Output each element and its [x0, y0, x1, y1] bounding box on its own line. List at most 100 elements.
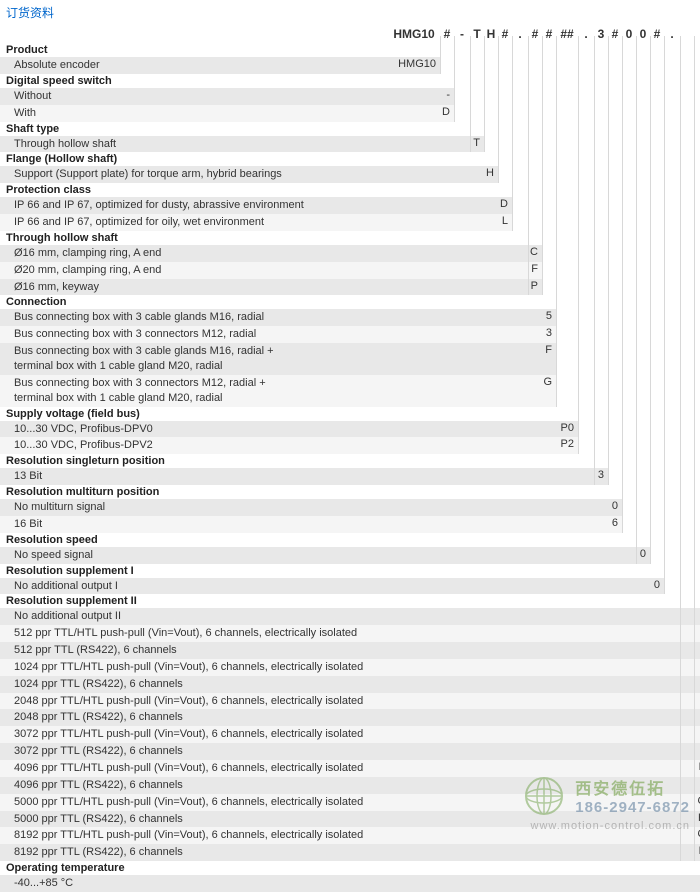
option-code: L: [498, 214, 512, 231]
option-label: Bus connecting box with 3 connectors M12…: [0, 326, 542, 343]
option-code: H: [694, 811, 700, 828]
option-code: 0: [636, 547, 650, 564]
option-code: F: [542, 343, 556, 375]
option-code: -: [440, 88, 454, 105]
option-label: 5000 ppr TTL/HTL push-pull (Vin=Vout), 6…: [0, 794, 694, 811]
option-row: Absolute encoderHMG10: [0, 57, 440, 74]
option-code: P: [694, 844, 700, 861]
option-code: D: [498, 197, 512, 214]
option-label: IP 66 and IP 67, optimized for oily, wet…: [0, 214, 498, 231]
code-header-cell: HMG10: [388, 27, 440, 41]
option-label: 1024 ppr TTL (RS422), 6 channels: [0, 676, 694, 693]
section-title: Digital speed switch: [0, 74, 700, 88]
option-label: Bus connecting box with 3 cable glands M…: [0, 309, 542, 326]
option-label: 4096 ppr TTL/HTL push-pull (Vin=Vout), 6…: [0, 760, 694, 777]
option-label: No speed signal: [0, 547, 636, 564]
option-row: 5000 ppr TTL/HTL push-pull (Vin=Vout), 6…: [0, 794, 700, 811]
option-code: 1: [694, 625, 700, 642]
option-row: 13 Bit3: [0, 468, 608, 485]
option-label: 13 Bit: [0, 468, 594, 485]
option-label: 10...30 VDC, Profibus-DPV0: [0, 421, 556, 438]
option-label: Ø20 mm, clamping ring, A end: [0, 262, 528, 279]
section-title: Resolution supplement II: [0, 594, 700, 608]
option-code: HMG10: [388, 57, 440, 74]
option-row: Bus connecting box with 3 cable glands M…: [0, 343, 556, 375]
code-header-cell: T: [470, 27, 484, 41]
config-sections: ProductAbsolute encoderHMG10Digital spee…: [0, 43, 700, 892]
product-code-header: HMG10#-TH#.####.3#00#.A: [0, 25, 700, 43]
section-title: Through hollow shaft: [0, 231, 700, 245]
option-label: 3072 ppr TTL/HTL push-pull (Vin=Vout), 6…: [0, 726, 694, 743]
section-title: Shaft type: [0, 122, 700, 136]
option-code: 2: [694, 642, 700, 659]
option-row: 2048 ppr TTL (RS422), 6 channels4: [0, 709, 700, 726]
option-row: Without-: [0, 88, 454, 105]
option-label: 4096 ppr TTL (RS422), 6 channels: [0, 777, 694, 794]
option-row: Ø16 mm, keywayP: [0, 279, 542, 296]
option-row: IP 66 and IP 67, optimized for oily, wet…: [0, 214, 512, 231]
section-title: Operating temperature: [0, 861, 700, 875]
section-title: Resolution supplement I: [0, 564, 700, 578]
option-code: P0: [556, 421, 578, 438]
option-row: 512 ppr TTL/HTL push-pull (Vin=Vout), 6 …: [0, 625, 700, 642]
option-row: 2048 ppr TTL/HTL push-pull (Vin=Vout), 6…: [0, 693, 700, 710]
option-code: G: [694, 794, 700, 811]
option-row: 1024 ppr TTL (RS422), 6 channels6: [0, 676, 700, 693]
option-code: C: [528, 245, 542, 262]
option-label: 512 ppr TTL/HTL push-pull (Vin=Vout), 6 …: [0, 625, 694, 642]
option-label: -40...+85 °C: [0, 875, 700, 892]
option-label: 2048 ppr TTL (RS422), 6 channels: [0, 709, 694, 726]
option-code: Q: [694, 827, 700, 844]
section-title: Flange (Hollow shaft): [0, 152, 700, 166]
section-title: Resolution singleturn position: [0, 454, 700, 468]
option-code: G: [542, 375, 556, 407]
option-code: H: [484, 166, 498, 183]
option-code: 7: [694, 726, 700, 743]
code-header-cell: .: [578, 27, 594, 41]
code-header-cell: .: [512, 27, 528, 41]
option-row: WithD: [0, 105, 454, 122]
option-code: 6: [694, 676, 700, 693]
option-row: 512 ppr TTL (RS422), 6 channels2: [0, 642, 700, 659]
option-label: No additional output II: [0, 608, 694, 625]
option-label: Bus connecting box with 3 cable glands M…: [0, 343, 542, 375]
option-row: Ø20 mm, clamping ring, A endF: [0, 262, 542, 279]
option-row: No multiturn signal0: [0, 499, 622, 516]
option-row: 3072 ppr TTL (RS422), 6 channels8: [0, 743, 700, 760]
option-row: -40...+85 °CA: [0, 875, 700, 892]
option-row: 16 Bit6: [0, 516, 622, 533]
section-title: Protection class: [0, 183, 700, 197]
option-label: 2048 ppr TTL/HTL push-pull (Vin=Vout), 6…: [0, 693, 694, 710]
code-header-cell: #: [542, 27, 556, 41]
option-code: 0: [650, 578, 664, 595]
option-code: 5: [694, 659, 700, 676]
option-code: 8: [694, 743, 700, 760]
code-header-cell: -: [454, 27, 470, 41]
option-row: 4096 ppr TTL/HTL push-pull (Vin=Vout), 6…: [0, 760, 700, 777]
option-label: With: [0, 105, 440, 122]
code-header-cell: #: [528, 27, 542, 41]
option-label: Without: [0, 88, 440, 105]
option-code: K: [694, 760, 700, 777]
option-row: No speed signal0: [0, 547, 650, 564]
code-header-cell: H: [484, 27, 498, 41]
option-row: No additional output I0: [0, 578, 664, 595]
code-header-cell: #: [440, 27, 454, 41]
option-label: 5000 ppr TTL (RS422), 6 channels: [0, 811, 694, 828]
option-code: F: [528, 262, 542, 279]
option-label: Absolute encoder: [0, 57, 388, 74]
page-title-link[interactable]: 订货资料: [0, 0, 700, 25]
option-row: Bus connecting box with 3 connectors M12…: [0, 375, 556, 407]
option-row: Bus connecting box with 3 connectors M12…: [0, 326, 556, 343]
option-label: No additional output I: [0, 578, 650, 595]
option-code: 5: [542, 309, 556, 326]
option-row: IP 66 and IP 67, optimized for dusty, ab…: [0, 197, 512, 214]
option-label: 3072 ppr TTL (RS422), 6 channels: [0, 743, 694, 760]
option-label: Ø16 mm, clamping ring, A end: [0, 245, 528, 262]
option-row: Support (Support plate) for torque arm, …: [0, 166, 498, 183]
option-label: Bus connecting box with 3 connectors M12…: [0, 375, 542, 407]
section-title: Connection: [0, 295, 700, 309]
option-label: 10...30 VDC, Profibus-DPV2: [0, 437, 556, 454]
option-row: 10...30 VDC, Profibus-DPV2P2: [0, 437, 578, 454]
code-header-cell: .: [664, 27, 680, 41]
